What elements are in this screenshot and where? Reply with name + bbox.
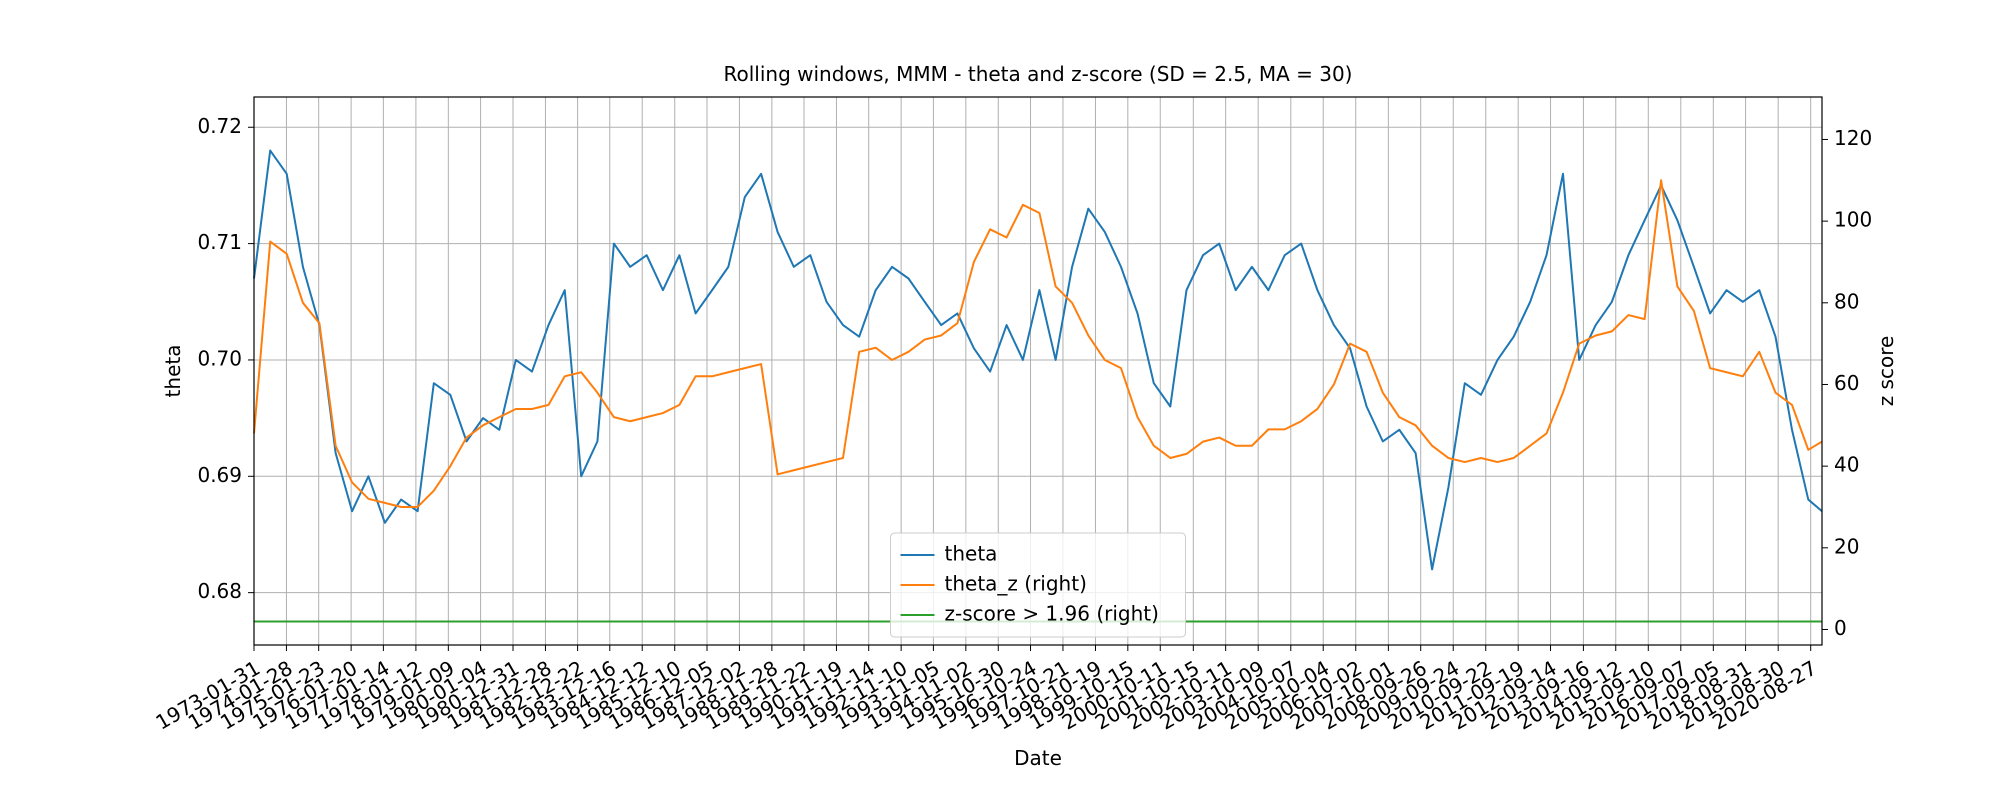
y2-tick-label: 80: [1834, 289, 1859, 313]
y2-tick-label: 0: [1834, 616, 1847, 640]
series-line: [253, 179, 1823, 508]
legend-label: z-score > 1.96 (right): [945, 602, 1159, 626]
y-tick-label: 0.69: [197, 463, 242, 487]
series-line: [253, 149, 1823, 571]
x-axis-label: Date: [1014, 746, 1062, 770]
legend-label: theta_z (right): [945, 572, 1087, 596]
legend-label: theta: [945, 542, 998, 566]
y2-tick-label: 100: [1834, 208, 1872, 232]
legend: theta theta_z (right) z-score > 1.96 (righ…: [890, 532, 1186, 638]
legend-box: [890, 532, 1186, 638]
y-axis-label: theta: [161, 345, 185, 398]
axes-frame: [253, 96, 1823, 646]
y-tick-label: 0.72: [197, 114, 242, 138]
y-tick-label: 0.71: [197, 230, 242, 254]
y-tick-label: 0.70: [197, 346, 242, 370]
y2-axis-label: z score: [1874, 336, 1898, 407]
y2-tick-label: 120: [1834, 126, 1872, 150]
y2-tick-label: 60: [1834, 371, 1859, 395]
y2-tick-label: 40: [1834, 453, 1859, 477]
y2-tick-label: 20: [1834, 534, 1859, 558]
chart-title: Rolling windows, MMM - theta and z-score…: [724, 62, 1353, 86]
y-tick-label: 0.68: [197, 579, 242, 603]
